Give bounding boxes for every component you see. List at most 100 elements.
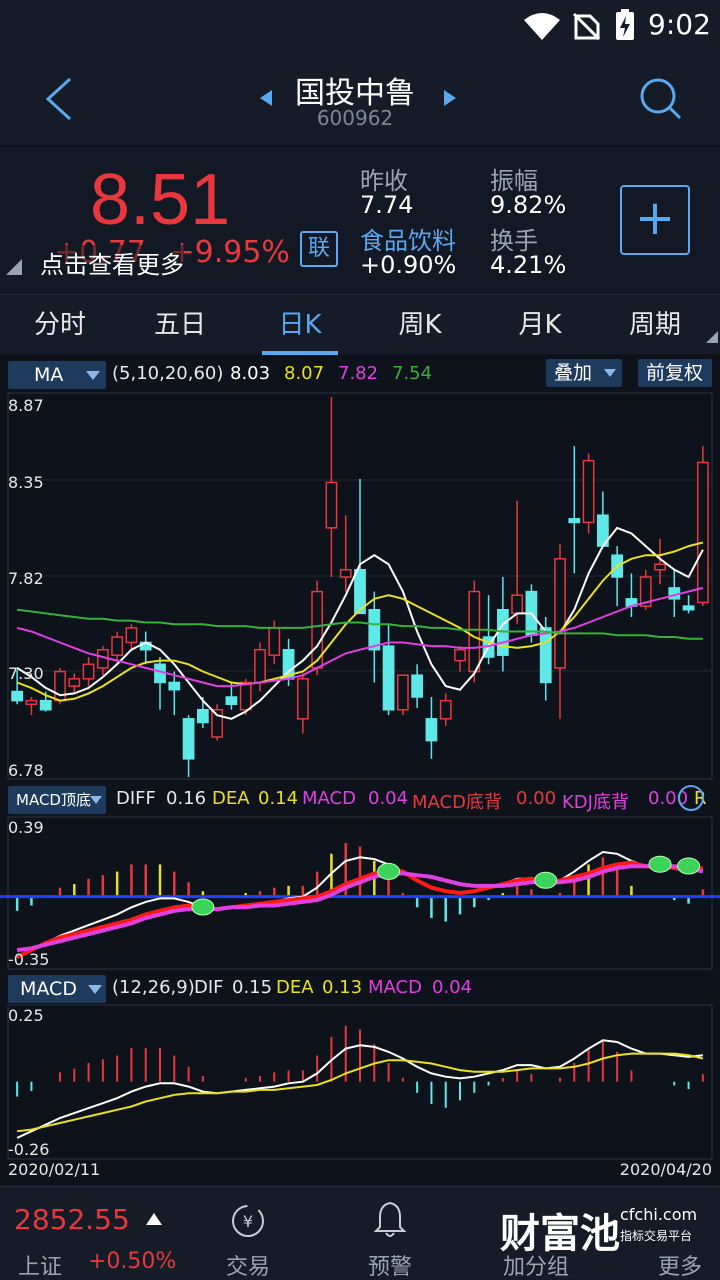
price-tick-top: 8.87 [8,396,44,415]
candle-body [225,696,238,706]
candle-body [468,590,481,673]
up-arrow-icon [146,1213,162,1225]
sector-link[interactable]: 食品饮料 [360,227,456,255]
watermark-logo: 财富池 [500,1211,620,1257]
macd-value: 0.04 [368,788,409,809]
alert-label[interactable]: 预警 [367,1255,412,1280]
quote-panel: 8.51 +0.77 +9.95% 点击查看更多 联 昨收 7.74 食品饮料 … [0,147,720,293]
dif-line [16,1039,704,1139]
index-value[interactable]: 2852.55 [14,1203,130,1236]
overlay-select[interactable]: 叠加 [546,359,622,387]
candle-body [425,718,438,742]
macd-plot [16,1025,704,1139]
next-stock-icon[interactable] [442,88,458,108]
turnover-label: 换手 [490,227,538,255]
ma-lines [16,526,704,720]
dea-macd-line [16,1052,704,1133]
turnover-value: 4.21% [490,251,567,279]
candle-body [254,648,266,684]
more-label[interactable]: 更多 [657,1255,702,1280]
candle-body [111,636,124,656]
diff-label: DIFF [116,788,156,809]
add-watchlist-button[interactable]: + [620,185,690,255]
signal-gem-icon [648,855,672,873]
macd-bottom-value: 0.00 [516,788,557,809]
candle-body [11,690,24,702]
tab-period[interactable]: 周期 [628,310,681,340]
candle-body [196,708,209,724]
macd-topbottom-plot [0,843,720,959]
macd-topbottom-label: MACD顶底 [16,791,91,809]
candle-body [554,558,566,669]
period-dropdown-icon [706,331,718,343]
no-sim-icon [572,12,600,40]
link-badge[interactable]: 联 [300,231,338,267]
bell-icon[interactable] [372,1199,408,1239]
chart-canvas[interactable]: 8.87 8.35 7.82 7.30 6.78 0.39 -0.35 0.25… [0,355,720,1185]
kdj-bottom-value: 0.00 [648,788,689,809]
tab-intraday[interactable]: 分时 [33,310,86,340]
candle-body [325,481,338,529]
refresh-icon[interactable] [676,783,706,813]
period-tabs: 分时 五日 日K 周K 月K 周期 [0,294,720,355]
prev-close-label: 昨收 [360,167,408,195]
last-price: 8.51 [90,160,231,240]
ma-line-ma10 [16,541,704,702]
price-tick-bottom: 6.78 [8,761,44,780]
trade-label[interactable]: 交易 [225,1255,270,1280]
ma-selector-label: MA [34,364,64,386]
overlay-label: 叠加 [554,362,593,384]
candle-body [168,681,181,691]
prev-stock-icon[interactable] [258,88,274,108]
stock-code: 600962 [316,106,394,130]
candle-body [68,678,81,687]
macdtop-tick-bottom: -0.35 [8,950,49,969]
watchlist-group-label[interactable]: 加分组 [502,1255,569,1280]
macd-selector-label: MACD [20,978,77,1000]
candle-body [439,699,452,720]
price-tick-4: 7.30 [8,664,44,683]
candle-body [268,627,281,656]
back-icon[interactable] [40,76,76,122]
diff-red-line [16,860,704,959]
tab-weekly-k[interactable]: 周K [398,310,442,340]
candle-body [82,663,95,680]
search-icon[interactable] [638,76,684,122]
trade-icon[interactable]: ¥ [228,1201,268,1241]
tab-monthly-k[interactable]: 月K [518,310,562,340]
ma60-value: 7.54 [392,363,433,384]
ma-line-ma5 [16,526,704,720]
ma-line-ma20 [16,586,704,688]
candle-body [182,718,195,760]
chevron-down-icon [90,796,102,804]
signal-gem-icon [677,857,701,875]
candle-body [125,627,138,644]
candle-body [39,699,52,711]
view-more-hint[interactable]: 点击查看更多 [40,245,184,280]
candle-body [539,627,552,684]
active-tab-indicator [262,351,338,355]
macd-topbottom-select[interactable]: MACD顶底 [8,786,106,814]
tab-five-day[interactable]: 五日 [153,310,206,340]
corner-triangle-icon [6,259,22,275]
macd-tick-bottom: -0.26 [8,1140,49,1159]
watermark-site: cfchi.com [620,1205,698,1224]
macd-label: MACD [302,788,356,809]
macd-hist-label: MACD [368,977,422,998]
ma-params: (5,10,20,60) [112,363,224,384]
tab-daily-k[interactable]: 日K [278,310,322,340]
stock-header: 国投中鲁 600962 [0,50,720,146]
adjust-button[interactable]: 前复权 [638,359,712,387]
diff-value: 0.16 [166,788,207,809]
ma-indicator-select[interactable]: MA [8,361,106,389]
macd-dea-value: 0.13 [322,977,363,998]
chevron-down-icon [604,369,616,377]
battery-charging-icon [616,9,634,40]
macd-select[interactable]: MACD [8,975,106,1003]
candle-body [354,568,366,615]
candle-body [568,518,581,524]
chevron-down-icon [88,985,102,994]
dea-value: 0.14 [258,788,299,809]
prev-close-value: 7.74 [360,191,414,219]
candle-body [696,461,709,604]
